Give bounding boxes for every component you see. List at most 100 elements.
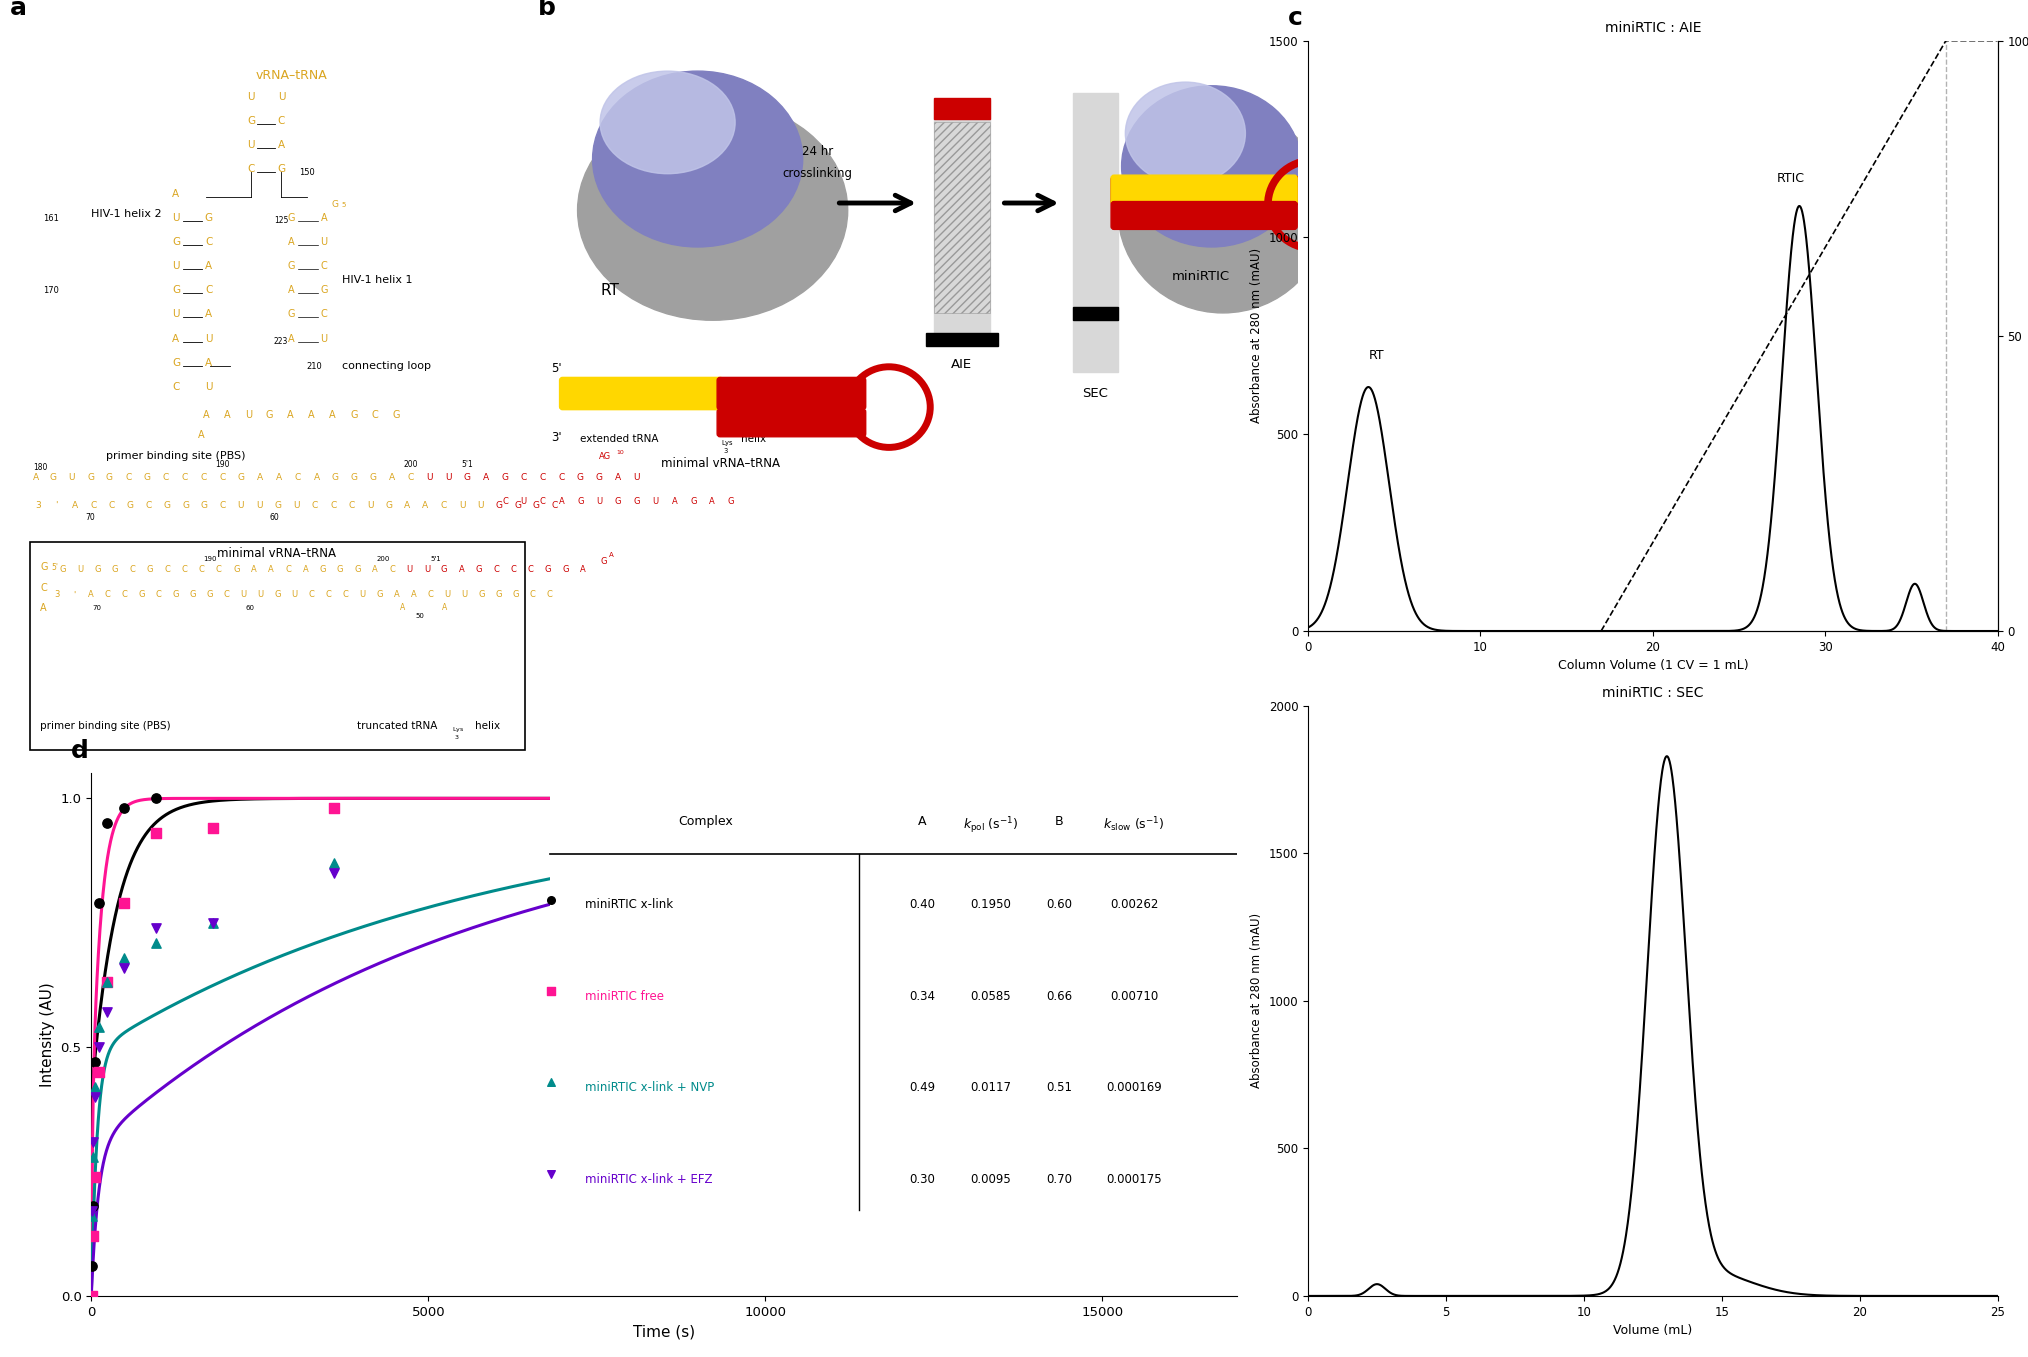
Point	[803, 798, 836, 820]
Point	[75, 1168, 107, 1190]
Text: G: G	[274, 590, 282, 600]
Text: 190: 190	[215, 460, 229, 470]
Text: A: A	[172, 189, 180, 198]
Text: G: G	[320, 565, 327, 574]
Text: A: A	[614, 474, 621, 482]
Text: G: G	[172, 285, 180, 296]
Text: U: U	[237, 501, 243, 510]
Text: U: U	[278, 92, 286, 102]
Text: miniRTIC x-link: miniRTIC x-link	[586, 898, 673, 912]
Text: 60: 60	[245, 605, 254, 611]
Text: helix: helix	[740, 434, 767, 444]
Text: A: A	[400, 603, 406, 612]
Text: C: C	[105, 590, 112, 600]
FancyBboxPatch shape	[718, 408, 866, 437]
Point	[140, 917, 172, 939]
Text: G: G	[596, 474, 602, 482]
Point	[75, 1201, 107, 1223]
Text: 0.34: 0.34	[909, 989, 935, 1003]
Text: connecting loop: connecting loop	[343, 361, 430, 372]
Text: C: C	[539, 474, 546, 482]
Text: C: C	[503, 497, 507, 506]
Text: C: C	[286, 565, 292, 574]
Text: A: A	[558, 497, 564, 506]
Point	[560, 817, 592, 839]
Ellipse shape	[592, 71, 803, 247]
FancyBboxPatch shape	[718, 377, 866, 410]
Point	[197, 912, 229, 934]
Text: A: A	[288, 410, 294, 419]
Text: C: C	[552, 501, 558, 510]
Text: A: A	[404, 501, 410, 510]
Text: G: G	[369, 474, 377, 482]
Ellipse shape	[1126, 81, 1245, 185]
Text: 0.00262: 0.00262	[1109, 898, 1158, 912]
Text: U: U	[367, 501, 373, 510]
Text: G: G	[501, 474, 509, 482]
Text: U: U	[256, 501, 262, 510]
Text: A: A	[288, 237, 294, 247]
FancyBboxPatch shape	[1111, 175, 1298, 205]
Text: C: C	[201, 474, 207, 482]
Y-axis label: Intensity (AU): Intensity (AU)	[41, 982, 55, 1087]
X-axis label: Column Volume (1 CV = 1 mL): Column Volume (1 CV = 1 mL)	[1558, 660, 1748, 672]
Text: G: G	[614, 497, 621, 506]
Text: A: A	[87, 590, 93, 600]
Text: U: U	[172, 261, 180, 271]
Text: C: C	[223, 590, 229, 600]
X-axis label: Time (s): Time (s)	[633, 1324, 696, 1339]
Text: A: A	[203, 410, 209, 419]
Bar	[935, 98, 990, 119]
Text: G: G	[59, 565, 67, 574]
Text: 161: 161	[43, 213, 59, 223]
Point	[75, 1255, 107, 1277]
Bar	[30, 543, 525, 749]
Text: A: A	[329, 410, 337, 419]
Text: AIE: AIE	[951, 358, 971, 370]
Text: 24 hr: 24 hr	[801, 145, 834, 159]
Text: G: G	[288, 309, 296, 319]
Point	[91, 813, 124, 835]
Text: 0.60: 0.60	[1046, 898, 1073, 912]
Bar	[927, 332, 998, 346]
Text: 5': 5'	[552, 361, 562, 375]
Text: C: C	[343, 590, 349, 600]
Text: 5': 5'	[51, 563, 59, 571]
Point	[83, 1061, 116, 1083]
Text: C: C	[126, 474, 132, 482]
Text: C: C	[122, 590, 128, 600]
Text: 150: 150	[298, 168, 314, 176]
Text: A: A	[205, 358, 213, 368]
Ellipse shape	[1121, 85, 1302, 247]
Text: A: A	[258, 474, 264, 482]
Bar	[1073, 94, 1117, 372]
Text: A: A	[199, 430, 205, 441]
Ellipse shape	[578, 100, 848, 320]
Point	[140, 932, 172, 954]
Text: G: G	[278, 164, 286, 174]
Text: A: A	[320, 213, 327, 223]
Text: A: A	[442, 603, 448, 612]
Text: G: G	[479, 590, 485, 600]
Text: G: G	[337, 565, 343, 574]
Text: C: C	[217, 565, 221, 574]
Text: U: U	[359, 590, 365, 600]
Text: G: G	[515, 501, 521, 510]
Point	[91, 1001, 124, 1023]
Text: U: U	[205, 383, 213, 392]
Text: A: A	[172, 334, 180, 343]
Text: 170: 170	[43, 286, 59, 296]
Point	[107, 957, 140, 978]
Ellipse shape	[1117, 107, 1328, 313]
Text: A: A	[389, 474, 395, 482]
Text: G: G	[207, 590, 213, 600]
Point	[560, 787, 592, 809]
Text: RT: RT	[1369, 350, 1383, 362]
Text: G: G	[351, 410, 357, 419]
Text: G: G	[464, 474, 470, 482]
Text: 70: 70	[93, 605, 101, 611]
Text: RTIC: RTIC	[1777, 172, 1805, 186]
Text: Complex: Complex	[677, 816, 732, 828]
Text: G: G	[513, 590, 519, 600]
Text: A: A	[268, 565, 274, 574]
